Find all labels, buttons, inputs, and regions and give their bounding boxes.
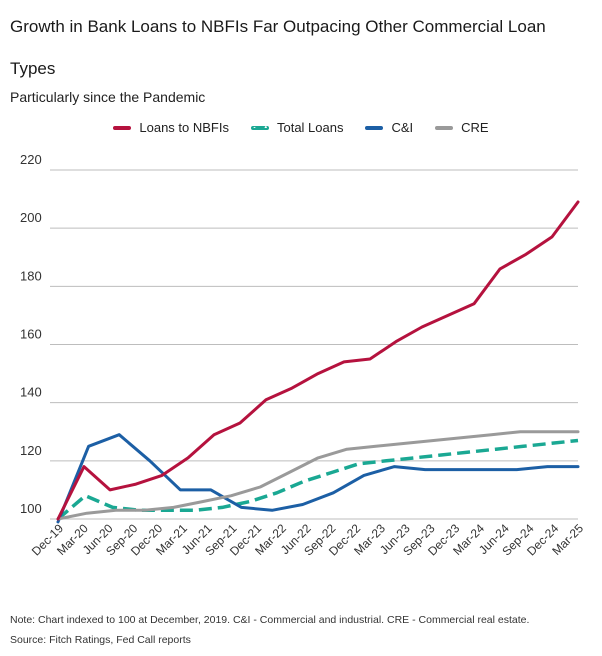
y-tick-label-120: 120 bbox=[20, 443, 42, 458]
legend-label-total: Total Loans bbox=[276, 120, 344, 135]
legend-label-ci: C&I bbox=[391, 120, 414, 135]
y-tick-label-140: 140 bbox=[20, 385, 42, 400]
legend-swatch-cre bbox=[435, 125, 454, 130]
legend-item-cre: CRE bbox=[435, 120, 489, 135]
y-tick-label-100: 100 bbox=[20, 501, 42, 516]
series-line-c-i bbox=[56, 433, 580, 524]
y-axis: 220 200 180 160 140 120 100 bbox=[20, 152, 42, 516]
legend-label-cre: CRE bbox=[461, 120, 489, 135]
legend-item-nbfi: Loans to NBFIs bbox=[113, 120, 229, 135]
legend-item-total: Total Loans bbox=[250, 120, 344, 135]
grid-lines bbox=[50, 169, 578, 520]
y-tick-label-180: 180 bbox=[20, 268, 42, 283]
chart-legend: Loans to NBFIs Total Loans C&I CRE bbox=[0, 120, 602, 135]
line-chart: 220 200 180 160 140 120 100 Dec-19Mar-20Jun-20… bbox=[20, 152, 586, 558]
y-tick-label-200: 200 bbox=[20, 210, 42, 225]
y-tick-label-220: 220 bbox=[20, 152, 42, 167]
series-line-total-loans bbox=[56, 438, 579, 521]
series-line-cre bbox=[56, 430, 580, 521]
legend-swatch-total bbox=[250, 125, 269, 130]
chart-subtitle: Particularly since the Pandemic bbox=[10, 89, 206, 105]
legend-item-ci: C&I bbox=[365, 120, 413, 135]
legend-swatch-ci bbox=[365, 125, 384, 130]
chart-title: Growth in Bank Loans to NBFIs Far Outpac… bbox=[10, 17, 546, 78]
legend-label-nbfi: Loans to NBFIs bbox=[139, 120, 229, 135]
legend-swatch-nbfi bbox=[113, 125, 132, 130]
series-line-loans-to-nbfis bbox=[56, 200, 580, 521]
chart-source: Source: Fitch Ratings, Fed Call reports bbox=[10, 634, 191, 646]
x-axis: Dec-19Mar-20Jun-20Sep-20Dec-20Mar-21Jun-… bbox=[29, 521, 586, 558]
chart-note: Note: Chart indexed to 100 at December, … bbox=[10, 614, 530, 626]
y-tick-label-160: 160 bbox=[20, 327, 42, 342]
series-lines bbox=[56, 200, 580, 524]
